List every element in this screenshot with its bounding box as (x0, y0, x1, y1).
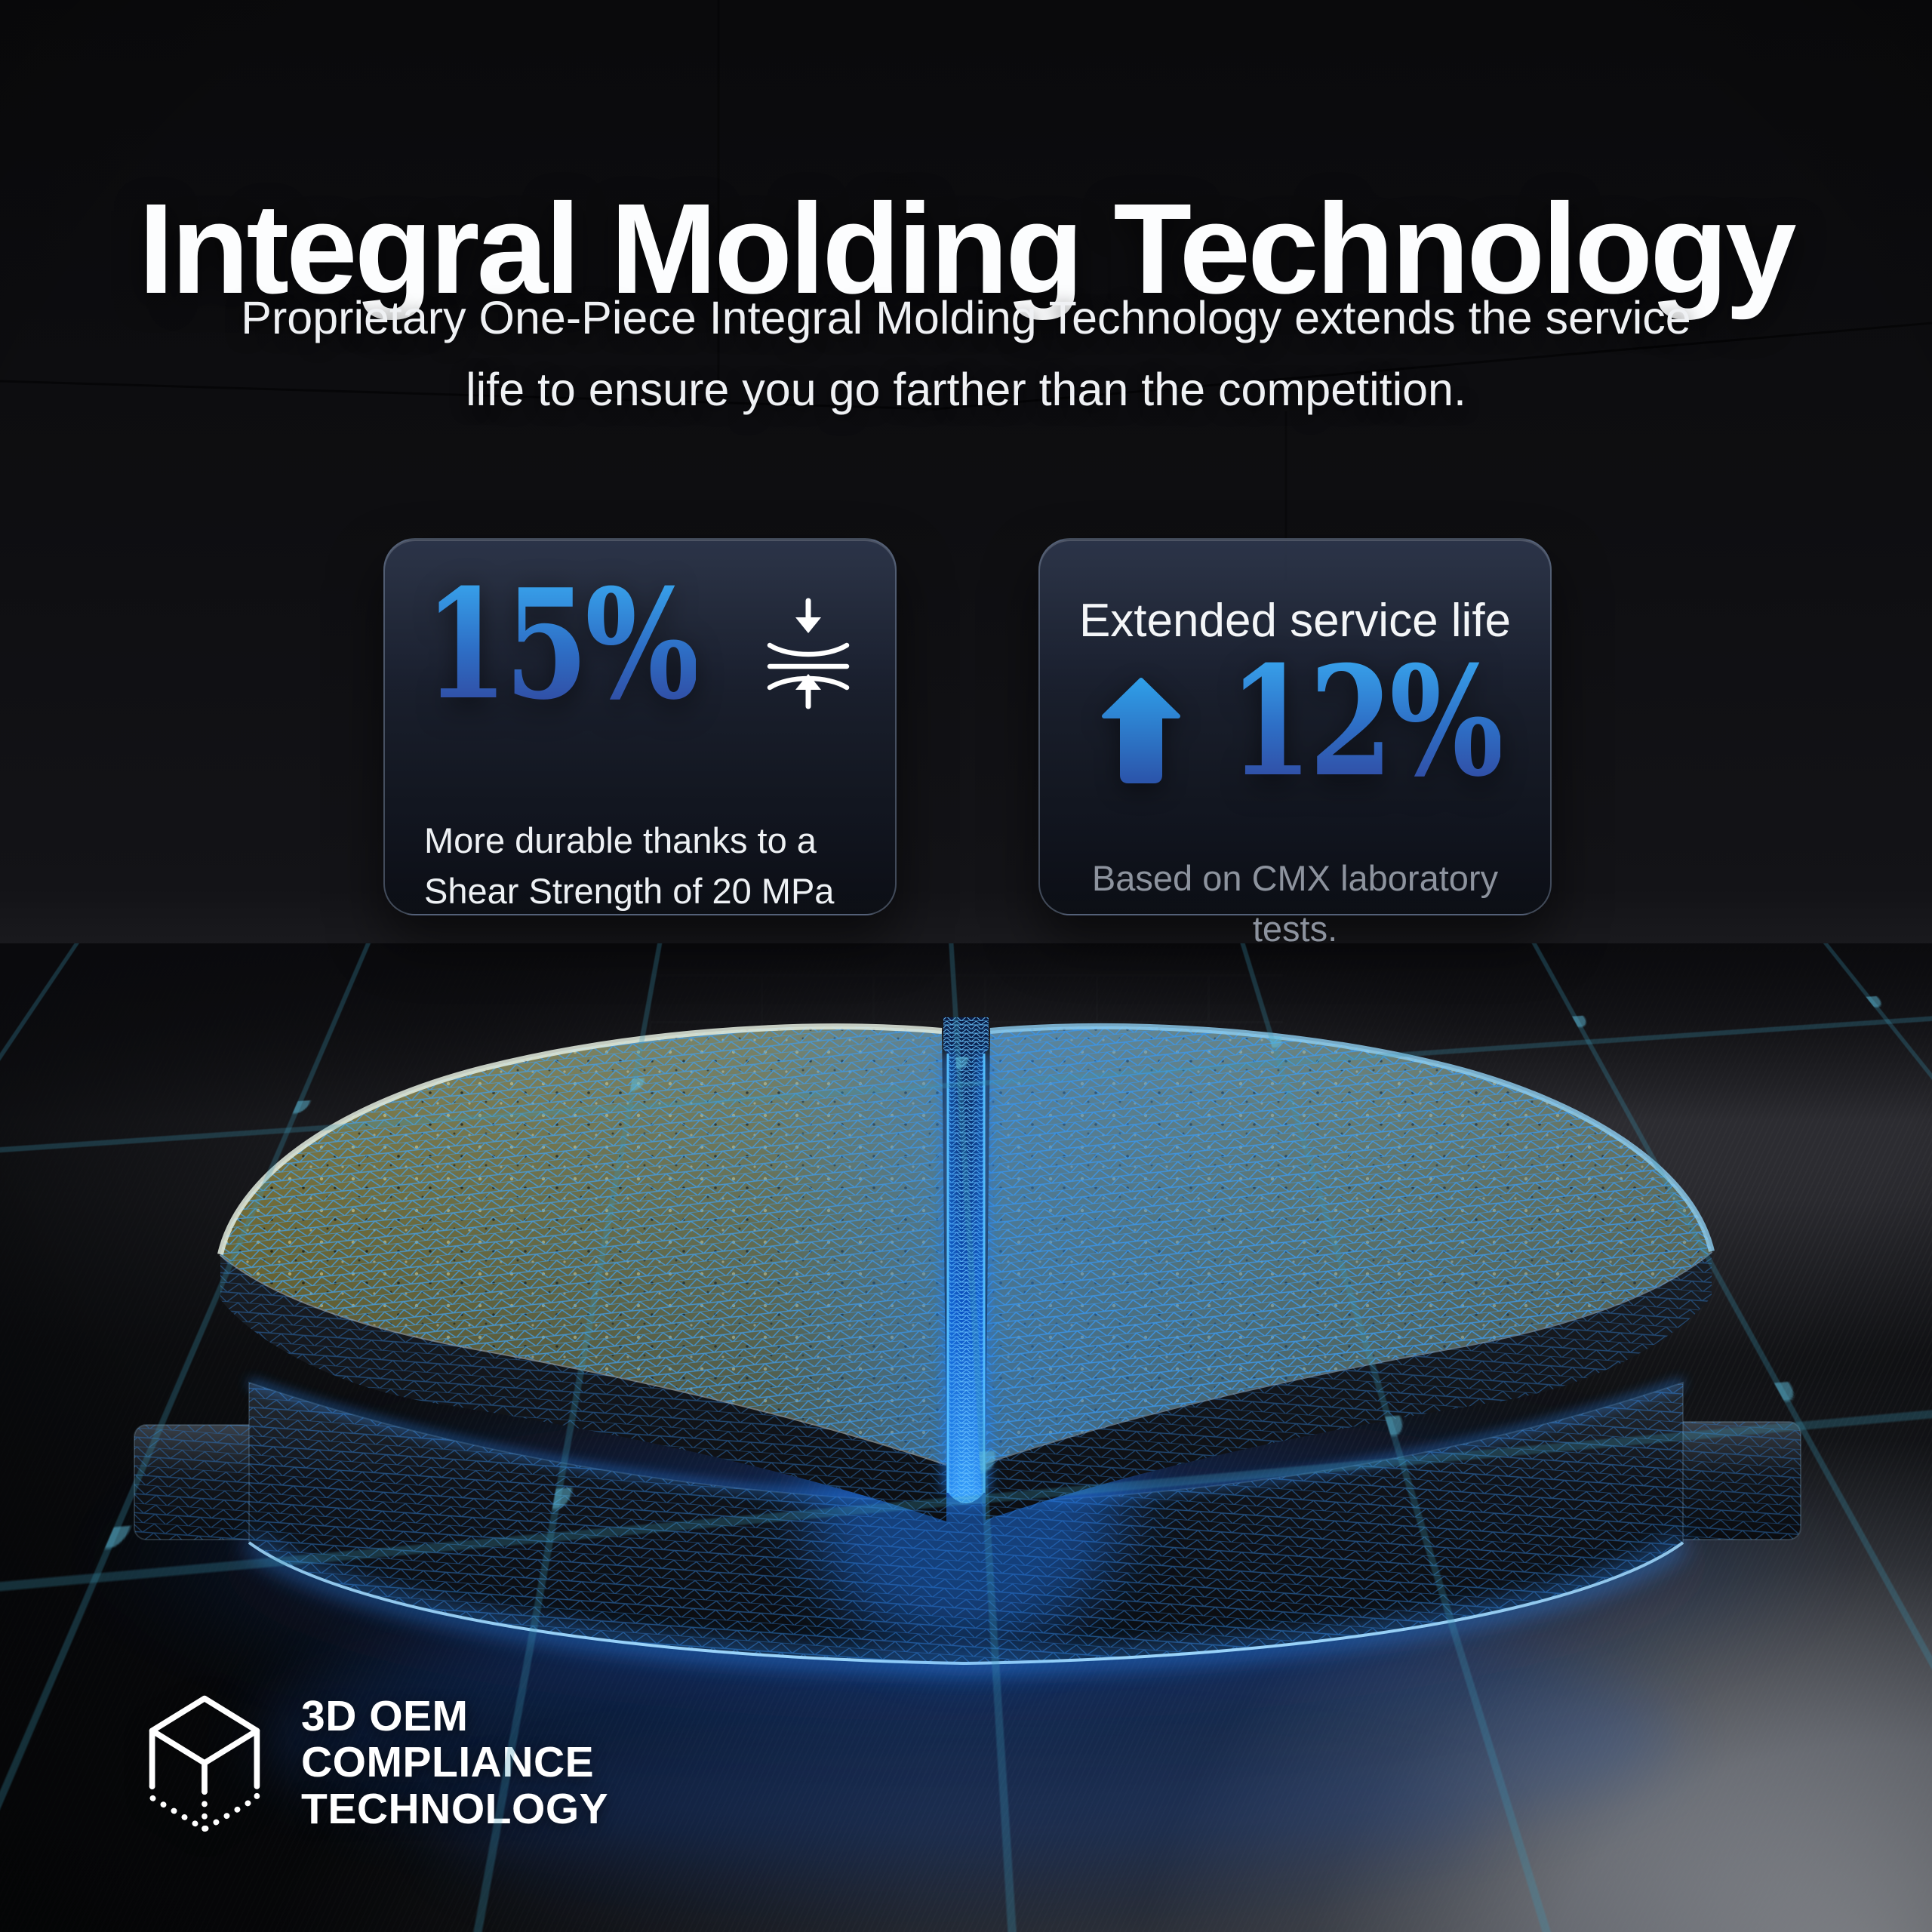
logo-line-2: COMPLIANCE (301, 1738, 595, 1787)
center-slot (943, 1017, 989, 1503)
wireframe-cube-icon (149, 1695, 260, 1832)
service-life-value: 12% (1229, 633, 1504, 811)
brand-logo-text: 3D OEM COMPLIANCE TECHNOLOGY (301, 1691, 609, 1833)
logo-line-1: 3D OEM (301, 1691, 469, 1740)
durability-card: 15% More durable thanks to a Shear Stren… (383, 538, 897, 915)
page-subtitle: Proprietary One-Piece Integral Molding T… (0, 282, 1932, 426)
compression-icon (767, 598, 850, 709)
subtitle-line-1: Proprietary One-Piece Integral Molding T… (241, 292, 1691, 343)
logo-line-3: TECHNOLOGY (301, 1784, 609, 1833)
durability-caption: More durable thanks to a Shear Strength … (424, 820, 835, 912)
arrow-up-icon (1102, 678, 1180, 783)
brand-logo: 3D OEM COMPLIANCE TECHNOLOGY (140, 1677, 608, 1849)
service-life-card: Extended service life 12% Based on CMX l… (1038, 538, 1552, 949)
service-life-caption: Based on CMX laboratory tests. (1091, 858, 1499, 949)
subtitle-line-2: life to ensure you go farther than the c… (466, 364, 1466, 416)
durability-value: 15% (424, 556, 700, 734)
